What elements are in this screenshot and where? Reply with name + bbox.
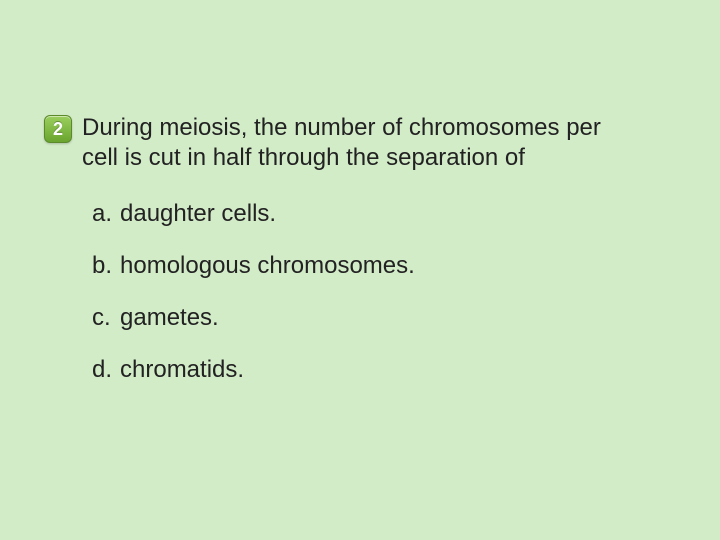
question-text: During meiosis, the number of chromosome… [82,113,642,173]
option-letter: b. [92,252,120,280]
slide: 2 During meiosis, the number of chromoso… [0,0,720,540]
option-letter: a. [92,200,120,228]
answer-option: d. chromatids. [92,356,632,384]
option-letter: c. [92,304,120,332]
answer-option: c. gametes. [92,304,632,332]
option-text: daughter cells. [120,200,632,228]
option-letter: d. [92,356,120,384]
answer-option: b. homologous chromosomes. [92,252,632,280]
option-text: chromatids. [120,356,632,384]
question-number: 2 [53,119,63,139]
answer-option: a. daughter cells. [92,200,632,228]
option-text: homologous chromosomes. [120,252,632,280]
answer-options: a. daughter cells. b. homologous chromos… [92,200,632,408]
question-number-badge: 2 [44,115,72,143]
option-text: gametes. [120,304,632,332]
